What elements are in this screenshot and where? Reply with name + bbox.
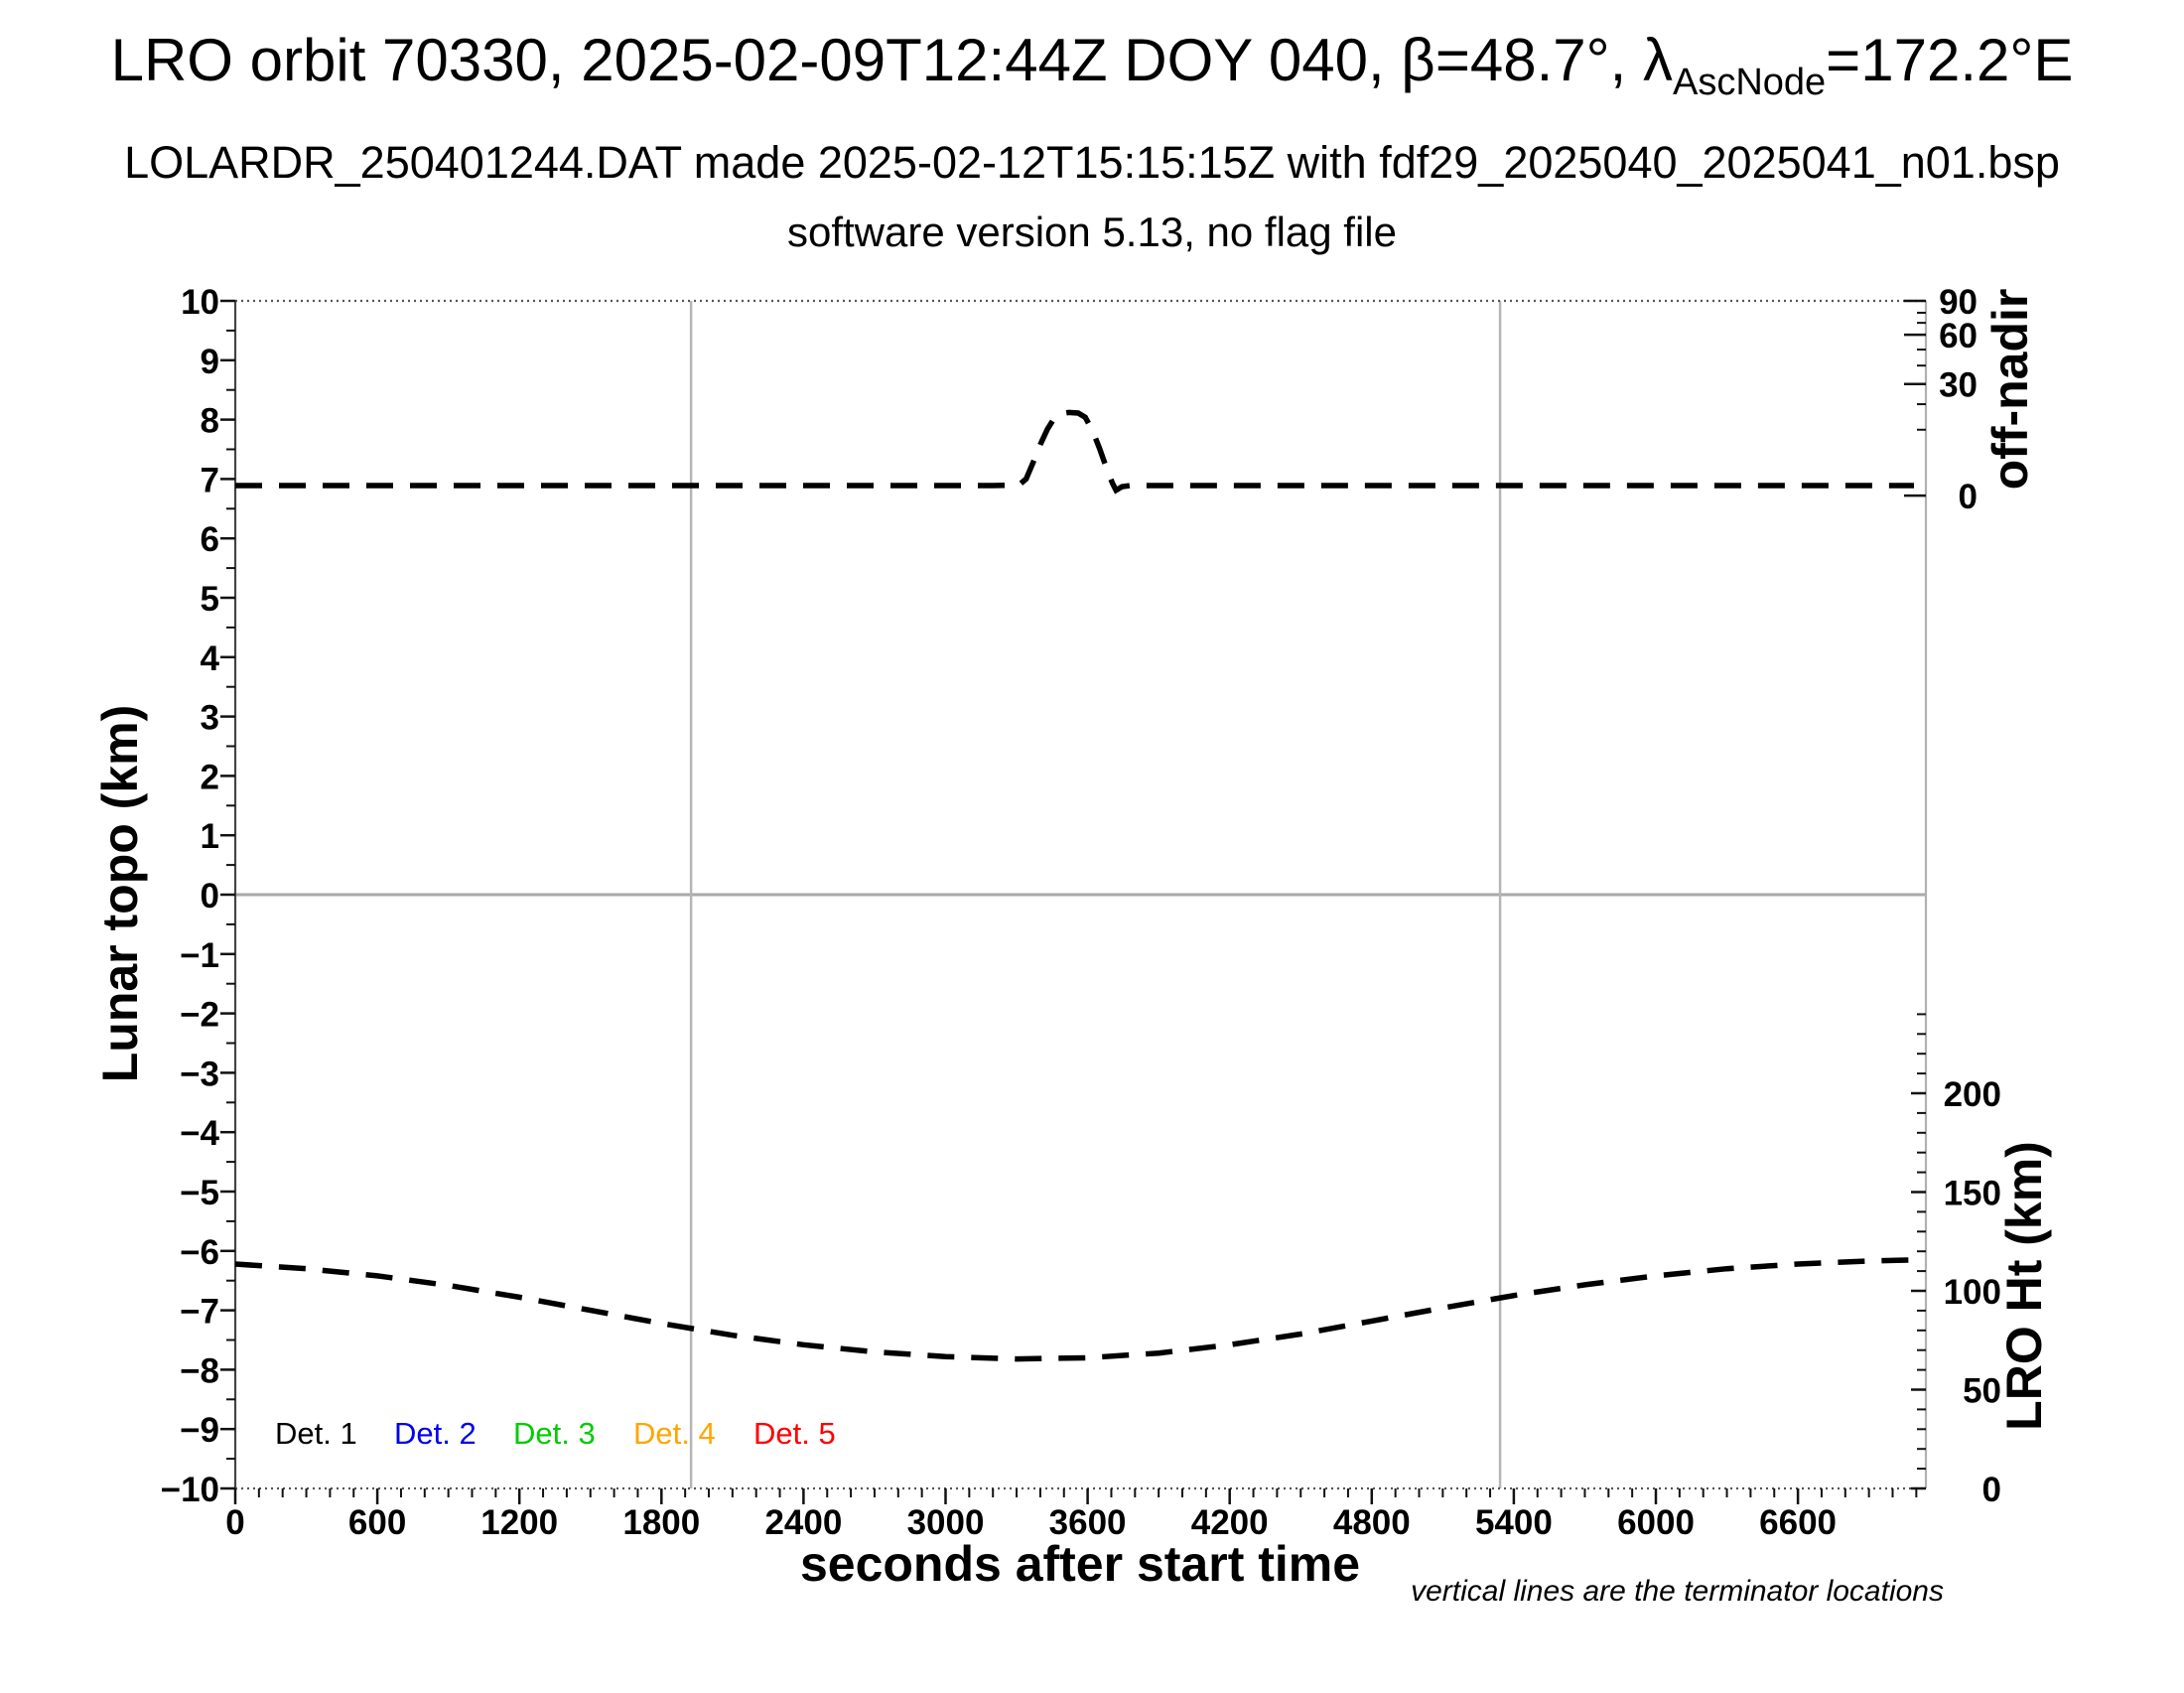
lro-height-curve (234, 1257, 1915, 1362)
x-tick-label: 2400 (764, 1503, 842, 1542)
y-tick-label-left: −6 (180, 1233, 219, 1272)
y-tick-label-left: −10 (161, 1471, 219, 1509)
y-axis-title-left: Lunar topo (km) (92, 705, 148, 1083)
ht-tick-label: 200 (1944, 1075, 2001, 1114)
terminator-footnote: vertical lines are the terminator locati… (1411, 1575, 1944, 1608)
y-tick-label-left: −5 (180, 1174, 219, 1212)
offnadir-curve-group (235, 409, 1914, 494)
x-tick-label: 0 (225, 1503, 244, 1542)
y-axis-title-offnadir: off-nadir (1982, 289, 2038, 491)
x-tick-label: 6000 (1617, 1503, 1695, 1542)
x-tick-label: 1800 (622, 1503, 700, 1542)
x-tick-label: 4800 (1333, 1503, 1411, 1542)
x-tick-label: 6600 (1759, 1503, 1837, 1542)
footnote: vertical lines are the terminator locati… (1411, 1575, 1944, 1608)
chart-title: LRO orbit 70330, 2025-02-09T12:44Z DOY 0… (0, 26, 2184, 103)
chart-title-post: =172.2°E (1826, 27, 2074, 93)
y-tick-label-left: −1 (180, 936, 219, 975)
x-axis-title: seconds after start time (800, 1536, 1360, 1592)
chart-subtitle-file: LOLARDR_250401244.DAT made 2025-02-12T15… (124, 137, 2060, 188)
y-tick-label-left: 10 (181, 283, 219, 322)
legend-item-4: Det. 4 (633, 1416, 716, 1451)
offnadir-tick-label: 60 (1939, 317, 1978, 355)
y-axis-title-ht: LRO Ht (km) (1996, 1141, 2052, 1431)
offnadir-tick-label: 30 (1939, 366, 1978, 405)
offnadir-tick-label: 90 (1939, 283, 1978, 322)
legend-item-5: Det. 5 (753, 1416, 836, 1451)
y-tick-label-left: −4 (180, 1114, 219, 1153)
legend-item-2: Det. 2 (394, 1416, 477, 1451)
x-tick-label: 5400 (1475, 1503, 1553, 1542)
y-tick-label-left: 0 (201, 877, 219, 916)
x-tick-label: 3000 (907, 1503, 985, 1542)
y-tick-label-left: 7 (201, 461, 219, 499)
y-tick-label-left: 6 (201, 520, 219, 559)
legend: Det. 1 Det. 2 Det. 3 Det. 4 Det. 5 (275, 1416, 836, 1451)
chart-title-pre: LRO orbit 70330, 2025-02-09T12:44Z DOY 0… (110, 27, 1673, 93)
y-tick-label-left: 4 (201, 639, 220, 678)
chart-title-subscript: AscNode (1672, 62, 1827, 103)
legend-item-3: Det. 3 (513, 1416, 596, 1451)
ht-tick-label: 0 (1982, 1471, 2001, 1509)
ht-tick-label: 150 (1944, 1175, 2001, 1213)
x-axis: 0 600 1200 1800 2400 3000 3600 4200 4800 5400 6000… (225, 1488, 1918, 1542)
y-tick-label-left: 2 (201, 758, 219, 796)
axis-titles: Lunar topo (km) off-nadir LRO Ht (km) secon… (92, 289, 2052, 1592)
y-tick-label-left: 8 (201, 402, 219, 441)
y-tick-label-left: −9 (180, 1411, 219, 1450)
y-axis-ht: 200 150 100 50 0 (1911, 1013, 2001, 1509)
y-tick-label-left: 9 (201, 343, 219, 381)
offnadir-curve (235, 409, 1914, 494)
ht-tick-label: 50 (1963, 1372, 2001, 1411)
y-tick-label-left: −2 (180, 996, 219, 1035)
y-tick-label-left: 1 (201, 817, 219, 856)
x-tick-label: 4200 (1191, 1503, 1269, 1542)
x-tick-label: 600 (348, 1503, 406, 1542)
terminator-lines (689, 301, 1502, 1488)
chart-subtitle-version: software version 5.13, no flag file (786, 209, 1397, 255)
lro-height-curve-group (234, 1257, 1915, 1362)
y-tick-label-left: −3 (180, 1055, 219, 1093)
legend-item-1: Det. 1 (275, 1416, 357, 1451)
x-tick-label: 1200 (480, 1503, 558, 1542)
y-tick-label-left: 3 (201, 699, 219, 738)
ht-tick-label: 100 (1944, 1273, 2001, 1312)
x-tick-label: 3600 (1049, 1503, 1127, 1542)
y-tick-label-left: 5 (201, 580, 219, 619)
y-tick-label-left: −8 (180, 1351, 219, 1390)
offnadir-tick-label: 0 (1959, 478, 1978, 516)
y-tick-label-left: −7 (180, 1293, 219, 1332)
